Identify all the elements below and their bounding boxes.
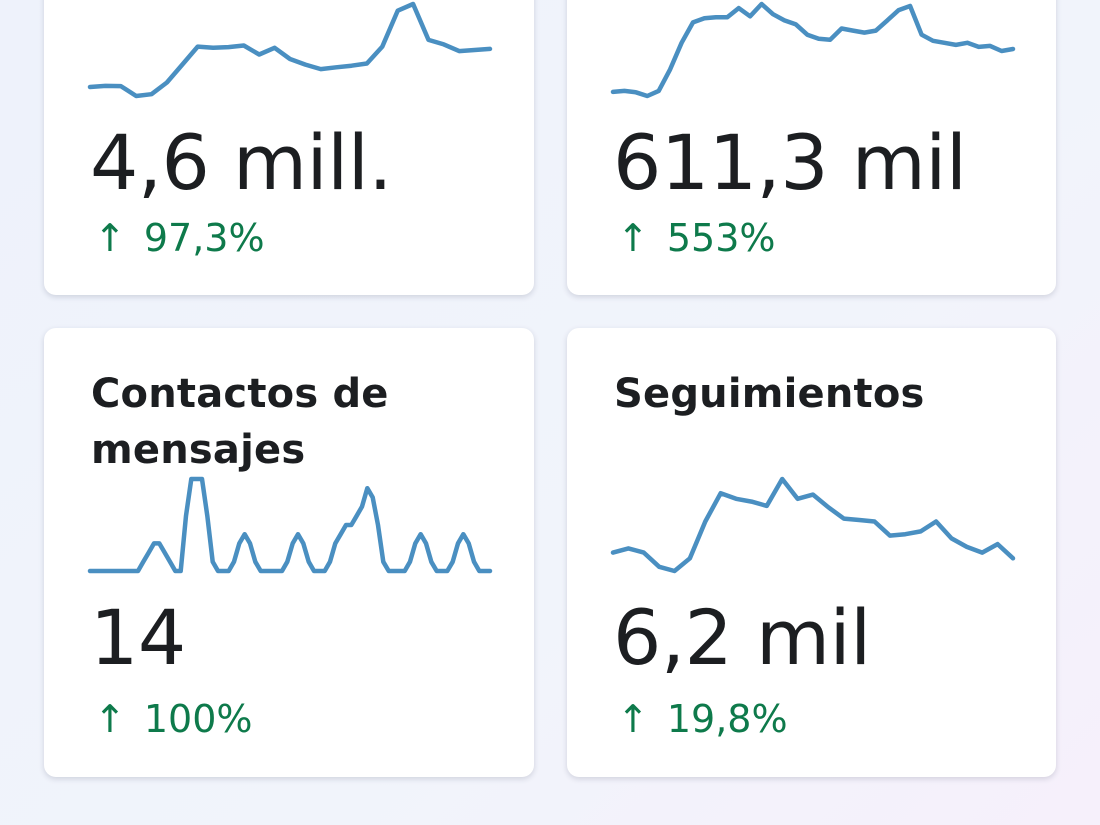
arrow-up-icon: ↑ [94, 697, 126, 741]
change-indicator: ↑ 97,3% [94, 216, 265, 260]
change-percent: 97,3% [143, 216, 265, 260]
metric-value: 14 [90, 593, 186, 682]
change-indicator: ↑ 553% [617, 216, 775, 260]
change-percent: 100% [143, 697, 253, 741]
metric-card-1[interactable]: 4,6 mill. ↑ 97,3% [44, 0, 534, 295]
metric-value: 611,3 mil [613, 118, 967, 207]
sparkline-chart [87, 476, 493, 574]
sparkline-line [87, 1, 493, 99]
sparkline-chart [610, 1, 1016, 99]
sparkline-chart [610, 476, 1016, 574]
change-indicator: ↑ 100% [94, 697, 252, 741]
sparkline-line [610, 476, 1016, 574]
metric-value: 4,6 mill. [90, 118, 393, 207]
sparkline-line [87, 476, 493, 574]
arrow-up-icon: ↑ [617, 216, 649, 260]
change-percent: 553% [666, 216, 776, 260]
metric-value: 6,2 mil [613, 593, 871, 682]
change-indicator: ↑ 19,8% [617, 697, 788, 741]
change-percent: 19,8% [666, 697, 788, 741]
card-title: Seguimientos [614, 371, 925, 417]
metric-card-message-contacts[interactable]: Contactos de mensajes 14 ↑ 100% [44, 328, 534, 777]
arrow-up-icon: ↑ [617, 697, 649, 741]
sparkline-line [610, 1, 1016, 99]
metric-card-2[interactable]: 611,3 mil ↑ 553% [567, 0, 1056, 295]
metric-card-follows[interactable]: Seguimientos 6,2 mil ↑ 19,8% [567, 328, 1056, 777]
arrow-up-icon: ↑ [94, 216, 126, 260]
card-title: Contactos de mensajes [91, 371, 389, 473]
sparkline-chart [87, 1, 493, 99]
